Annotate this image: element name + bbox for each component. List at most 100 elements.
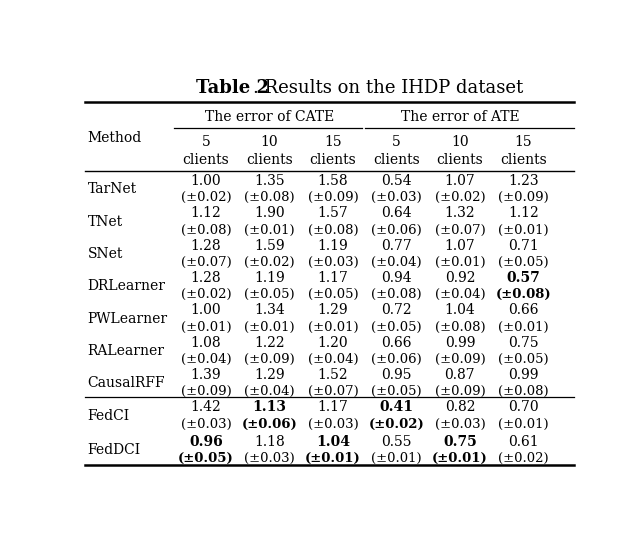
Text: 0.66: 0.66 <box>381 336 412 349</box>
Text: (±0.07): (±0.07) <box>308 385 358 398</box>
Text: TNet: TNet <box>88 215 123 229</box>
Text: (±0.01): (±0.01) <box>498 320 548 334</box>
Text: 1.23: 1.23 <box>508 174 539 188</box>
Text: (±0.05): (±0.05) <box>178 452 234 465</box>
Text: 0.77: 0.77 <box>381 239 412 253</box>
Text: 0.55: 0.55 <box>381 434 412 449</box>
Text: (±0.01): (±0.01) <box>498 417 548 431</box>
Text: (±0.02): (±0.02) <box>180 288 231 301</box>
Text: 0.54: 0.54 <box>381 174 412 188</box>
Text: 1.58: 1.58 <box>317 174 348 188</box>
Text: (±0.05): (±0.05) <box>244 288 295 301</box>
Text: 1.08: 1.08 <box>191 336 221 349</box>
Text: 1.00: 1.00 <box>191 303 221 317</box>
Text: 0.70: 0.70 <box>508 400 539 414</box>
Text: (±0.06): (±0.06) <box>371 353 422 366</box>
Text: 10
clients: 10 clients <box>436 135 483 167</box>
Text: 1.29: 1.29 <box>254 368 285 382</box>
Text: (±0.05): (±0.05) <box>371 385 422 398</box>
Text: 1.20: 1.20 <box>317 336 348 349</box>
Text: (±0.08): (±0.08) <box>180 223 231 237</box>
Text: 1.22: 1.22 <box>254 336 285 349</box>
Text: (±0.01): (±0.01) <box>244 223 295 237</box>
Text: 1.07: 1.07 <box>445 174 476 188</box>
Text: (±0.03): (±0.03) <box>244 452 295 465</box>
Text: 0.57: 0.57 <box>506 271 540 285</box>
Text: 10
clients: 10 clients <box>246 135 293 167</box>
Text: DRLearner: DRLearner <box>88 280 165 293</box>
Text: (±0.08): (±0.08) <box>308 223 358 237</box>
Text: 0.41: 0.41 <box>380 400 413 414</box>
Text: (±0.04): (±0.04) <box>435 288 485 301</box>
Text: 5
clients: 5 clients <box>373 135 420 167</box>
Text: 15
clients: 15 clients <box>310 135 356 167</box>
Text: (±0.02): (±0.02) <box>369 417 424 431</box>
Text: PWLearner: PWLearner <box>88 312 168 326</box>
Text: 0.94: 0.94 <box>381 271 412 285</box>
Text: (±0.05): (±0.05) <box>498 256 548 269</box>
Text: FedDCI: FedDCI <box>88 443 141 457</box>
Text: (±0.01): (±0.01) <box>244 320 295 334</box>
Text: (±0.02): (±0.02) <box>180 191 231 204</box>
Text: Method: Method <box>88 131 141 145</box>
Text: (±0.09): (±0.09) <box>435 353 485 366</box>
Text: (±0.04): (±0.04) <box>180 353 231 366</box>
Text: 0.75: 0.75 <box>443 434 477 449</box>
Text: (±0.06): (±0.06) <box>241 417 298 431</box>
Text: (±0.09): (±0.09) <box>180 385 231 398</box>
Text: (±0.09): (±0.09) <box>308 191 358 204</box>
Text: 1.59: 1.59 <box>254 239 285 253</box>
Text: 1.29: 1.29 <box>317 303 348 317</box>
Text: (±0.07): (±0.07) <box>435 223 485 237</box>
Text: (±0.09): (±0.09) <box>435 385 485 398</box>
Text: 0.66: 0.66 <box>508 303 539 317</box>
Text: 1.00: 1.00 <box>191 174 221 188</box>
Text: (±0.03): (±0.03) <box>371 191 422 204</box>
Text: FedCI: FedCI <box>88 409 129 422</box>
Text: (±0.08): (±0.08) <box>495 288 551 301</box>
Text: 1.34: 1.34 <box>254 303 285 317</box>
Text: (±0.01): (±0.01) <box>305 452 361 465</box>
Text: 1.04: 1.04 <box>445 303 476 317</box>
Text: (±0.04): (±0.04) <box>244 385 295 398</box>
Text: SNet: SNet <box>88 247 123 261</box>
Text: (±0.08): (±0.08) <box>371 288 422 301</box>
Text: . Results on the IHDP dataset: . Results on the IHDP dataset <box>253 78 523 96</box>
Text: (±0.01): (±0.01) <box>435 256 485 269</box>
Text: RALearner: RALearner <box>88 344 164 358</box>
Text: (±0.09): (±0.09) <box>498 191 548 204</box>
Text: (±0.01): (±0.01) <box>308 320 358 334</box>
Text: 0.61: 0.61 <box>508 434 539 449</box>
Text: 0.82: 0.82 <box>445 400 475 414</box>
Text: 1.12: 1.12 <box>191 207 221 220</box>
Text: 1.17: 1.17 <box>317 400 348 414</box>
Text: (±0.01): (±0.01) <box>371 452 422 465</box>
Text: (±0.01): (±0.01) <box>432 452 488 465</box>
Text: 0.99: 0.99 <box>445 336 475 349</box>
Text: 1.32: 1.32 <box>445 207 476 220</box>
Text: (±0.06): (±0.06) <box>371 223 422 237</box>
Text: 1.42: 1.42 <box>191 400 221 414</box>
Text: The error of ATE: The error of ATE <box>401 110 519 124</box>
Text: (±0.03): (±0.03) <box>180 417 231 431</box>
Text: (±0.01): (±0.01) <box>180 320 231 334</box>
Text: Table 2. Results on the IHDP dataset: Table 2. Results on the IHDP dataset <box>0 544 1 545</box>
Text: 1.90: 1.90 <box>254 207 285 220</box>
Text: 1.28: 1.28 <box>191 271 221 285</box>
Text: (±0.05): (±0.05) <box>498 353 548 366</box>
Text: 1.57: 1.57 <box>317 207 348 220</box>
Text: (±0.09): (±0.09) <box>244 353 295 366</box>
Text: (±0.03): (±0.03) <box>308 417 358 431</box>
Text: 0.99: 0.99 <box>508 368 539 382</box>
Text: 1.52: 1.52 <box>317 368 348 382</box>
Text: 1.12: 1.12 <box>508 207 539 220</box>
Text: Table 2: Table 2 <box>196 78 269 96</box>
Text: (±0.04): (±0.04) <box>371 256 422 269</box>
Text: 1.17: 1.17 <box>317 271 348 285</box>
Text: 1.07: 1.07 <box>445 239 476 253</box>
Text: 0.71: 0.71 <box>508 239 539 253</box>
Text: (±0.08): (±0.08) <box>435 320 485 334</box>
Text: (±0.08): (±0.08) <box>498 385 548 398</box>
Text: CausalRFF: CausalRFF <box>88 376 165 390</box>
Text: (±0.02): (±0.02) <box>498 452 548 465</box>
